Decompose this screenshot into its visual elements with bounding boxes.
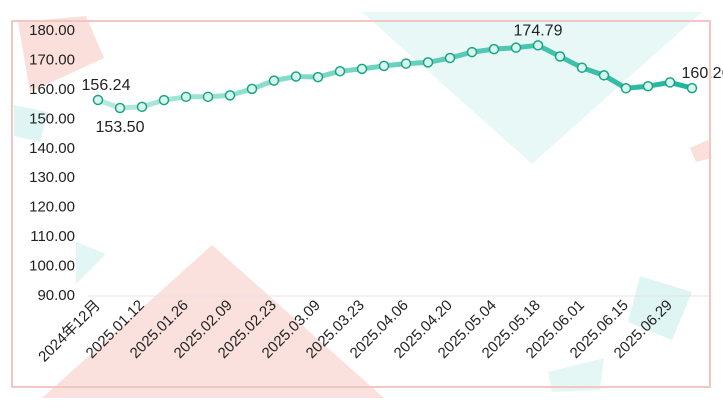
y-tick-label: 140.00 (29, 140, 75, 157)
deco-shape-top-left (18, 16, 104, 92)
data-point (378, 60, 390, 72)
data-point (444, 52, 456, 64)
data-point (290, 71, 302, 82)
data-point (554, 51, 566, 62)
data-point (664, 77, 676, 88)
deco-triangle-top (362, 12, 702, 164)
deco-shape-right (690, 140, 712, 162)
data-point (510, 42, 522, 53)
y-tick-label: 120.00 (29, 199, 75, 216)
series-line (95, 42, 695, 111)
deco-triangle-bottom (42, 245, 384, 398)
data-point (92, 94, 104, 106)
deco-shape-bottom-right (628, 276, 692, 340)
data-point (268, 75, 280, 86)
data-point (180, 91, 192, 103)
y-tick-label: 110.00 (30, 228, 75, 245)
data-point (598, 70, 610, 81)
data-label: 174.79 (514, 22, 563, 39)
data-point (686, 82, 698, 94)
data-point (642, 80, 654, 92)
data-label: 156.24 (82, 77, 131, 94)
data-point (488, 43, 500, 55)
y-tick-label: 170.00 (29, 51, 75, 68)
data-point (202, 91, 214, 103)
data-point (136, 101, 148, 113)
deco-shape-left-lower (76, 242, 106, 284)
data-point (620, 83, 632, 94)
y-tick-label: 90.00 (37, 287, 75, 304)
y-tick-label: 100.00 (29, 258, 75, 275)
chart-frame (11, 20, 711, 388)
y-axis: 90.00 100.00 110.00 120.00 130.00 140.00 150.0… (29, 22, 75, 304)
y-tick-label: 180.00 (29, 22, 75, 39)
data-point (356, 63, 368, 75)
data-point (466, 46, 478, 58)
data-label: 153.50 (96, 119, 145, 136)
data-point (576, 62, 588, 73)
data-point (158, 94, 170, 106)
data-labels: 156.24 153.50 174.79 160.26 (82, 22, 723, 136)
data-point (312, 71, 324, 83)
deco-shape-bottom (548, 358, 604, 392)
data-point (224, 90, 236, 101)
y-tick-label: 130.00 (29, 169, 75, 186)
data-point (334, 65, 346, 77)
series-line-path (95, 42, 695, 111)
data-point (114, 102, 126, 114)
deco-shape-left (14, 105, 48, 142)
data-point (422, 57, 434, 68)
background-decorations (14, 12, 712, 398)
data-point (400, 58, 412, 69)
series-markers (92, 40, 698, 114)
data-point (532, 40, 544, 51)
y-tick-label: 150.00 (29, 110, 75, 127)
y-tick-label: 160.00 (29, 81, 75, 98)
data-label: 160.26 (682, 65, 723, 82)
data-point (246, 83, 258, 95)
